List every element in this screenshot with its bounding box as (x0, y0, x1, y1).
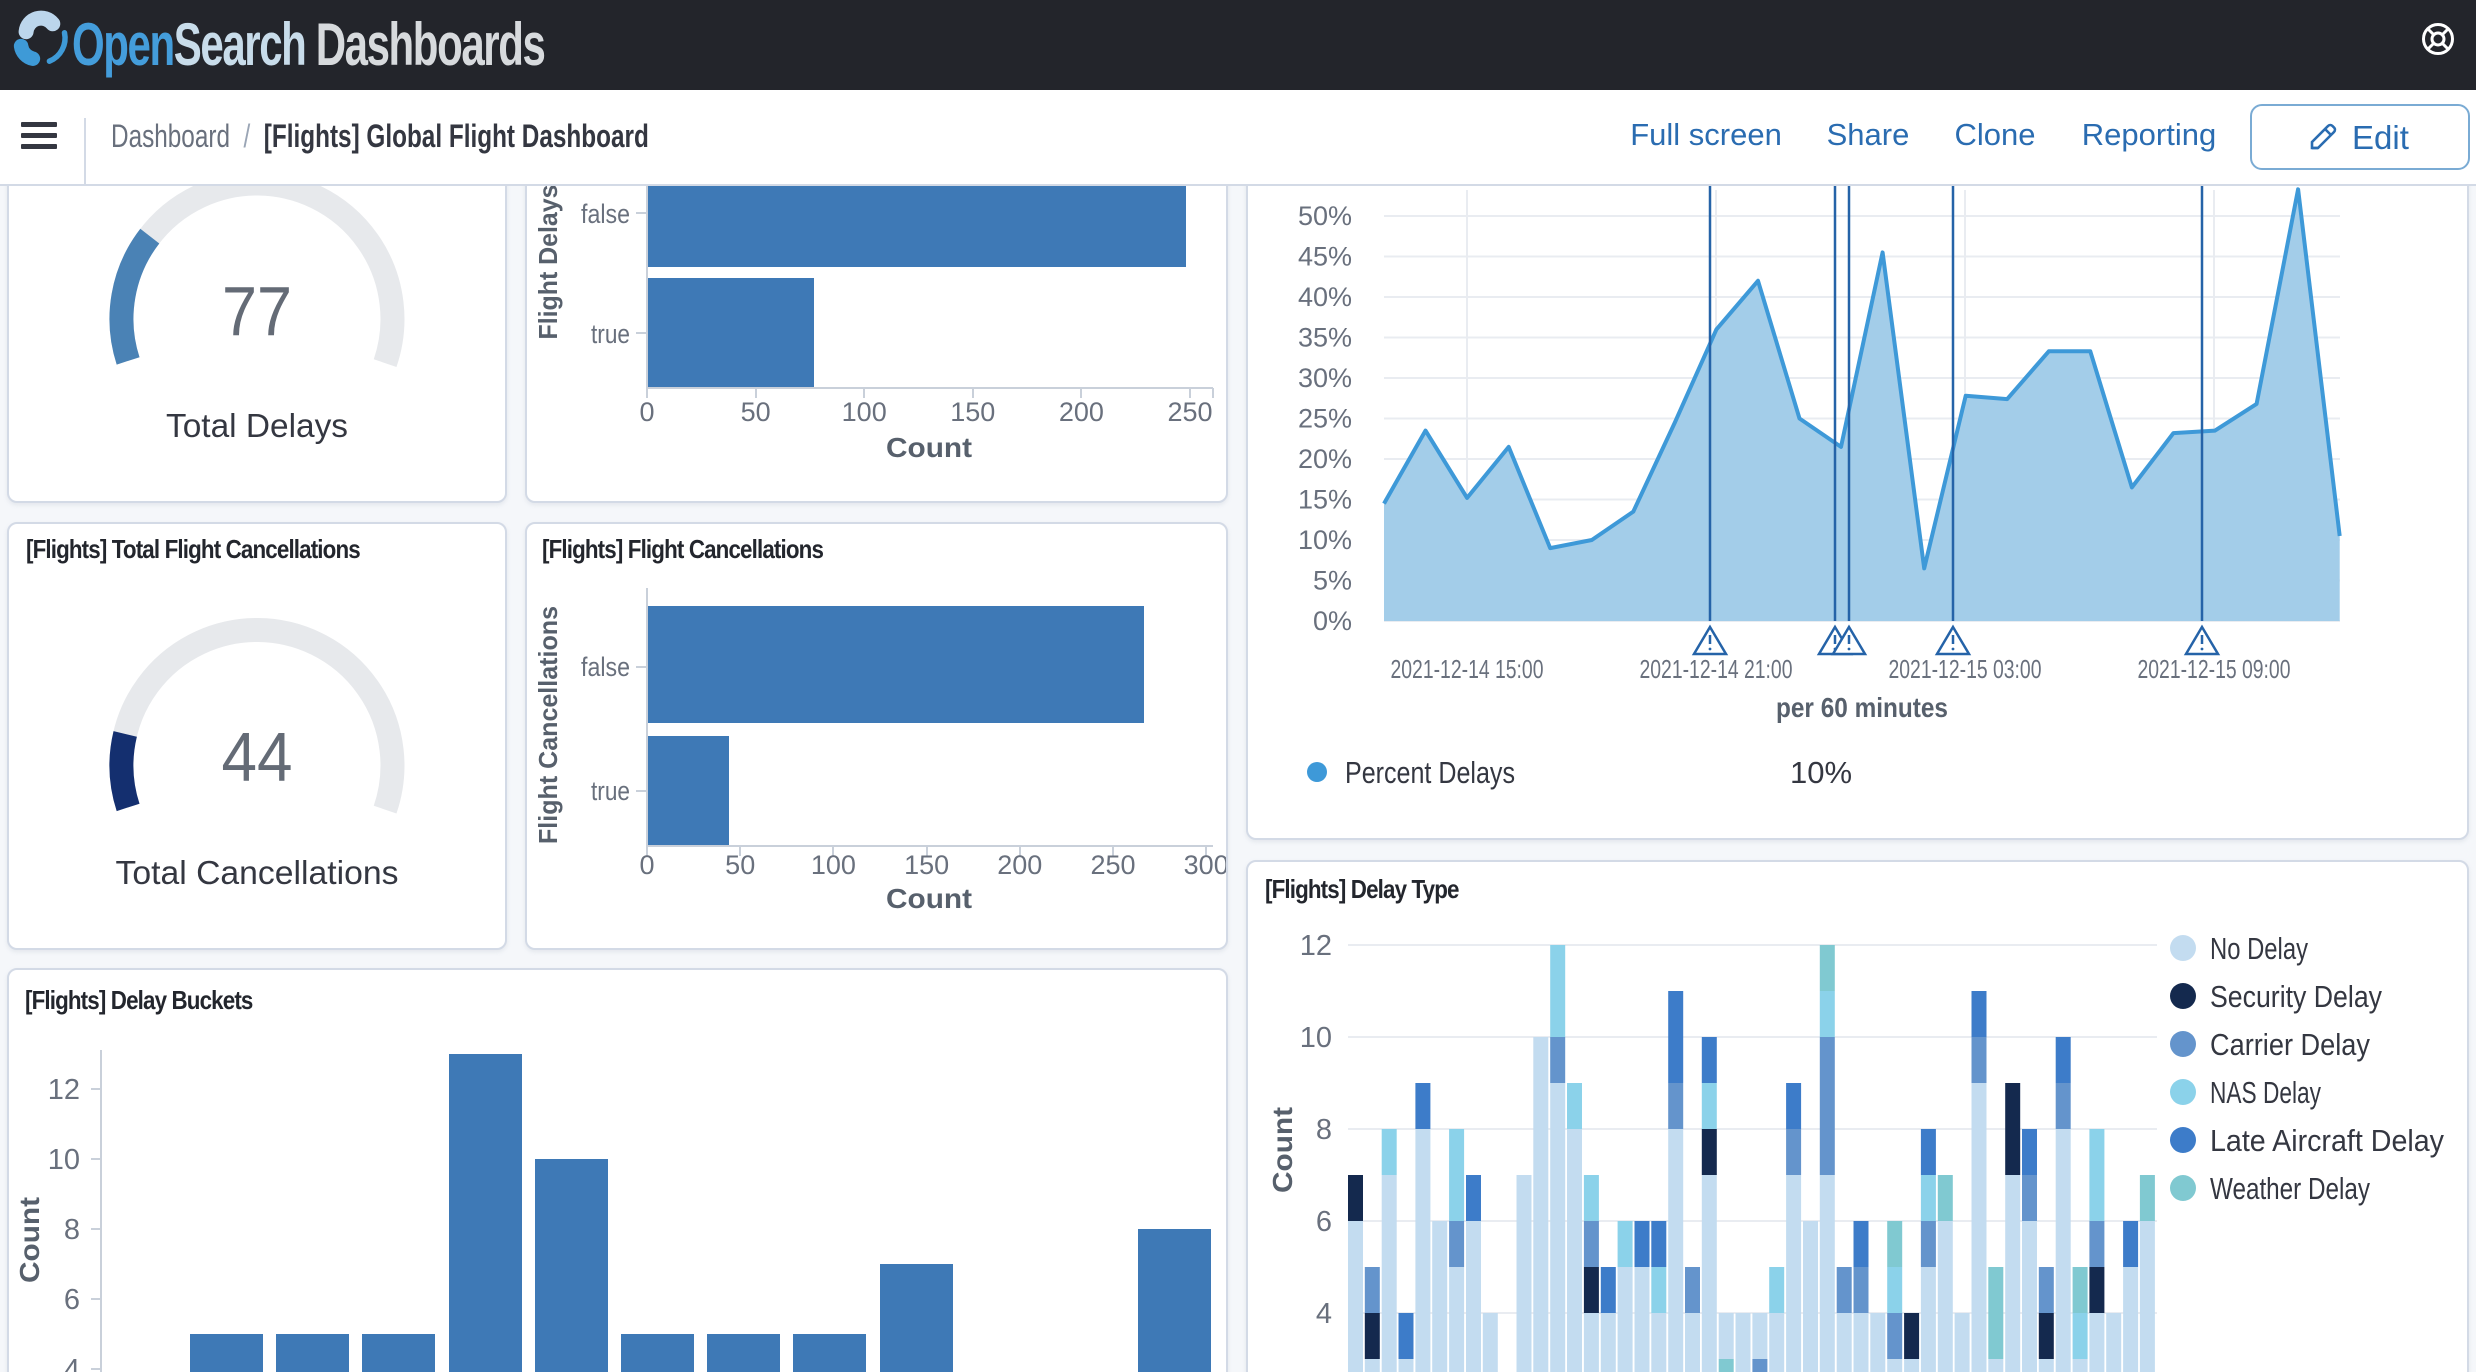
svg-text:35%: 35% (1298, 323, 1352, 353)
svg-text:Late Aircraft Delay: Late Aircraft Delay (2210, 1123, 2444, 1158)
svg-text:10: 10 (48, 1144, 80, 1176)
svg-text:Weather Delay: Weather Delay (2210, 1171, 2370, 1206)
svg-text:5%: 5% (1313, 566, 1352, 596)
svg-text:250: 250 (1167, 397, 1212, 427)
svg-text:Count: Count (886, 432, 972, 463)
svg-text:10%: 10% (1298, 525, 1352, 555)
svg-text:77: 77 (222, 272, 292, 350)
svg-text:8: 8 (64, 1214, 80, 1246)
svg-text:0%: 0% (1313, 606, 1352, 636)
svg-text:25%: 25% (1298, 404, 1352, 434)
svg-text:44: 44 (222, 718, 293, 796)
svg-text:false: false (581, 652, 630, 682)
svg-text:0: 0 (639, 397, 654, 427)
svg-text:No Delay: No Delay (2210, 931, 2308, 966)
svg-text:per 60 minutes: per 60 minutes (1776, 692, 1948, 723)
svg-text:45%: 45% (1298, 242, 1352, 272)
svg-text:2021-12-14 15:00: 2021-12-14 15:00 (1391, 654, 1544, 684)
svg-text:NAS Delay: NAS Delay (2210, 1075, 2321, 1110)
svg-text:Flight Cancellations: Flight Cancellations (533, 606, 563, 844)
svg-text:50%: 50% (1298, 201, 1352, 231)
svg-text:Carrier Delay: Carrier Delay (2210, 1027, 2370, 1062)
svg-text:10%: 10% (1790, 755, 1852, 790)
svg-text:2021-12-15 03:00: 2021-12-15 03:00 (1889, 654, 2042, 684)
svg-text:Security Delay: Security Delay (2210, 979, 2382, 1014)
svg-text:true: true (591, 319, 630, 349)
svg-text:false: false (581, 199, 630, 229)
svg-text:6: 6 (64, 1284, 80, 1316)
svg-text:4: 4 (1316, 1298, 1332, 1330)
svg-text:true: true (591, 776, 630, 806)
svg-text:50: 50 (725, 850, 755, 880)
svg-text:100: 100 (811, 850, 856, 880)
svg-text:8: 8 (1316, 1114, 1332, 1146)
svg-text:15%: 15% (1298, 485, 1352, 515)
svg-text:6: 6 (1316, 1206, 1332, 1238)
svg-text:Percent Delays: Percent Delays (1345, 755, 1515, 790)
svg-text:2021-12-15 09:00: 2021-12-15 09:00 (2138, 654, 2291, 684)
svg-text:20%: 20% (1298, 444, 1352, 474)
svg-text:250: 250 (1090, 850, 1135, 880)
svg-text:2021-12-14 21:00: 2021-12-14 21:00 (1640, 654, 1793, 684)
svg-text:40%: 40% (1298, 282, 1352, 312)
svg-text:150: 150 (950, 397, 995, 427)
svg-text:Total Cancellations: Total Cancellations (116, 854, 399, 891)
svg-text:300: 300 (1184, 850, 1226, 880)
svg-text:50: 50 (741, 397, 771, 427)
svg-text:200: 200 (997, 850, 1042, 880)
svg-text:12: 12 (48, 1074, 80, 1106)
svg-text:Flight Delays: Flight Delays (533, 186, 563, 340)
svg-text:12: 12 (1300, 930, 1332, 962)
svg-text:4: 4 (64, 1354, 80, 1372)
svg-text:200: 200 (1059, 397, 1104, 427)
svg-text:Total Delays: Total Delays (166, 407, 348, 444)
svg-text:Count: Count (14, 1197, 45, 1283)
svg-text:100: 100 (842, 397, 887, 427)
svg-text:10: 10 (1300, 1022, 1332, 1054)
svg-text:Count: Count (886, 883, 972, 914)
svg-text:150: 150 (904, 850, 949, 880)
svg-text:Count: Count (1267, 1107, 1298, 1193)
svg-text:30%: 30% (1298, 363, 1352, 393)
svg-text:0: 0 (639, 850, 654, 880)
